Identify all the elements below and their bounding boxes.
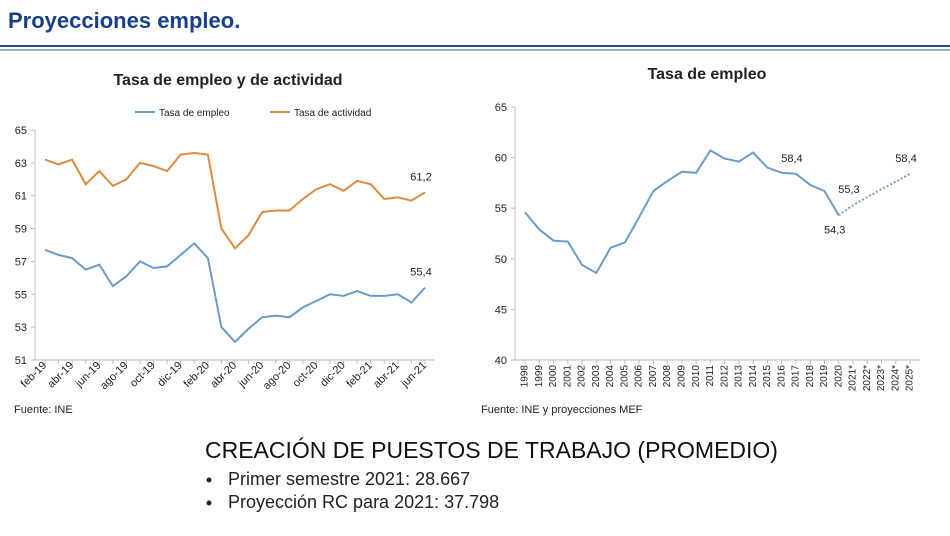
bullet [206, 500, 212, 506]
x-tick-label: 2018 [805, 365, 816, 388]
x-tick-label: 2017 [791, 365, 802, 388]
y-tick-label: 59 [15, 224, 27, 236]
x-tick-label: feb-21 [344, 360, 375, 391]
x-tick-label: 2005 [619, 365, 630, 388]
chart-title: Tasa de empleo [648, 66, 767, 83]
source-note: Fuente: INE [14, 404, 73, 416]
x-tick-label: oct-19 [128, 360, 158, 390]
series-line [524, 149, 840, 275]
data-label: 54,3 [824, 224, 845, 236]
x-tick-label: feb-20 [182, 360, 213, 391]
x-tick-label: 2013 [734, 365, 745, 388]
y-tick-label: 53 [15, 322, 27, 334]
x-tick-label: jun-21 [398, 360, 429, 391]
series-line [44, 242, 426, 344]
y-tick-label: 57 [15, 256, 27, 268]
summary-bullet: Primer semestre 2021: 28.667 [228, 469, 470, 489]
x-tick-label: 2023* [876, 365, 887, 391]
x-tick-label: 2009 [676, 365, 687, 388]
x-tick-label: dic-19 [155, 360, 185, 390]
data-label: 58,4 [895, 153, 916, 165]
x-tick-label: abr-21 [371, 360, 402, 391]
y-tick-label: 61 [15, 191, 27, 203]
data-label: 58,4 [781, 153, 802, 165]
x-tick-label: 2021* [848, 365, 859, 391]
y-tick-label: 65 [495, 102, 507, 114]
data-label: 55,3 [838, 184, 859, 196]
bullet [206, 477, 212, 483]
x-tick-label: 2022* [862, 365, 873, 391]
x-tick-label: ago-19 [98, 360, 131, 393]
x-tick-label: 2019 [819, 365, 830, 388]
x-tick-label: 2000 [548, 365, 559, 388]
x-tick-label: oct-20 [291, 360, 321, 390]
x-tick-label: 2004 [605, 365, 616, 388]
x-tick-label: ago-20 [261, 360, 294, 393]
x-tick-label: 2010 [691, 365, 702, 388]
x-tick-label: 2012 [719, 365, 730, 388]
x-tick-label: 2014 [748, 365, 759, 388]
y-tick-label: 63 [15, 158, 27, 170]
summary-heading: CREACIÓN DE PUESTOS DE TRABAJO (PROMEDIO… [205, 437, 778, 463]
data-label: 55,4 [410, 267, 431, 279]
x-tick-label: 2011 [705, 365, 716, 387]
x-tick-label: 1999 [534, 365, 545, 388]
data-label: 61,2 [410, 171, 431, 183]
x-tick-label: 2020 [833, 365, 844, 388]
x-tick-label: dic-20 [318, 360, 348, 390]
summary-bullet: Proyección RC para 2021: 37.798 [228, 492, 499, 512]
x-tick-label: 2006 [634, 365, 645, 388]
series-line [838, 172, 911, 217]
y-tick-label: 65 [15, 125, 27, 137]
x-tick-label: 2024* [890, 365, 901, 391]
x-tick-label: 1998 [520, 365, 531, 388]
legend-label: Tasa de actividad [294, 108, 371, 119]
series-line [44, 151, 426, 250]
y-tick-label: 45 [495, 304, 507, 316]
x-tick-label: 2001 [562, 365, 573, 388]
x-tick-label: abr-19 [45, 360, 76, 391]
y-tick-label: 50 [495, 254, 507, 266]
y-tick-label: 40 [495, 355, 507, 367]
chart-title: Tasa de empleo y de actividad [113, 72, 342, 89]
y-tick-label: 60 [495, 153, 507, 165]
x-tick-label: abr-20 [208, 360, 239, 391]
x-tick-label: 2003 [591, 365, 602, 388]
x-tick-label: 2008 [662, 365, 673, 388]
x-tick-label: 2025* [905, 365, 916, 391]
y-tick-label: 55 [15, 289, 27, 301]
slide-title: Proyecciones empleo. [8, 8, 240, 33]
x-tick-label: 2015 [762, 365, 773, 388]
source-note: Fuente: INE y proyecciones MEF [481, 404, 643, 416]
legend-label: Tasa de empleo [159, 108, 230, 119]
x-tick-label: 2016 [776, 365, 787, 388]
y-tick-label: 51 [15, 355, 27, 367]
x-tick-label: 2007 [648, 365, 659, 388]
y-tick-label: 55 [495, 203, 507, 215]
x-tick-label: 2002 [577, 365, 588, 388]
